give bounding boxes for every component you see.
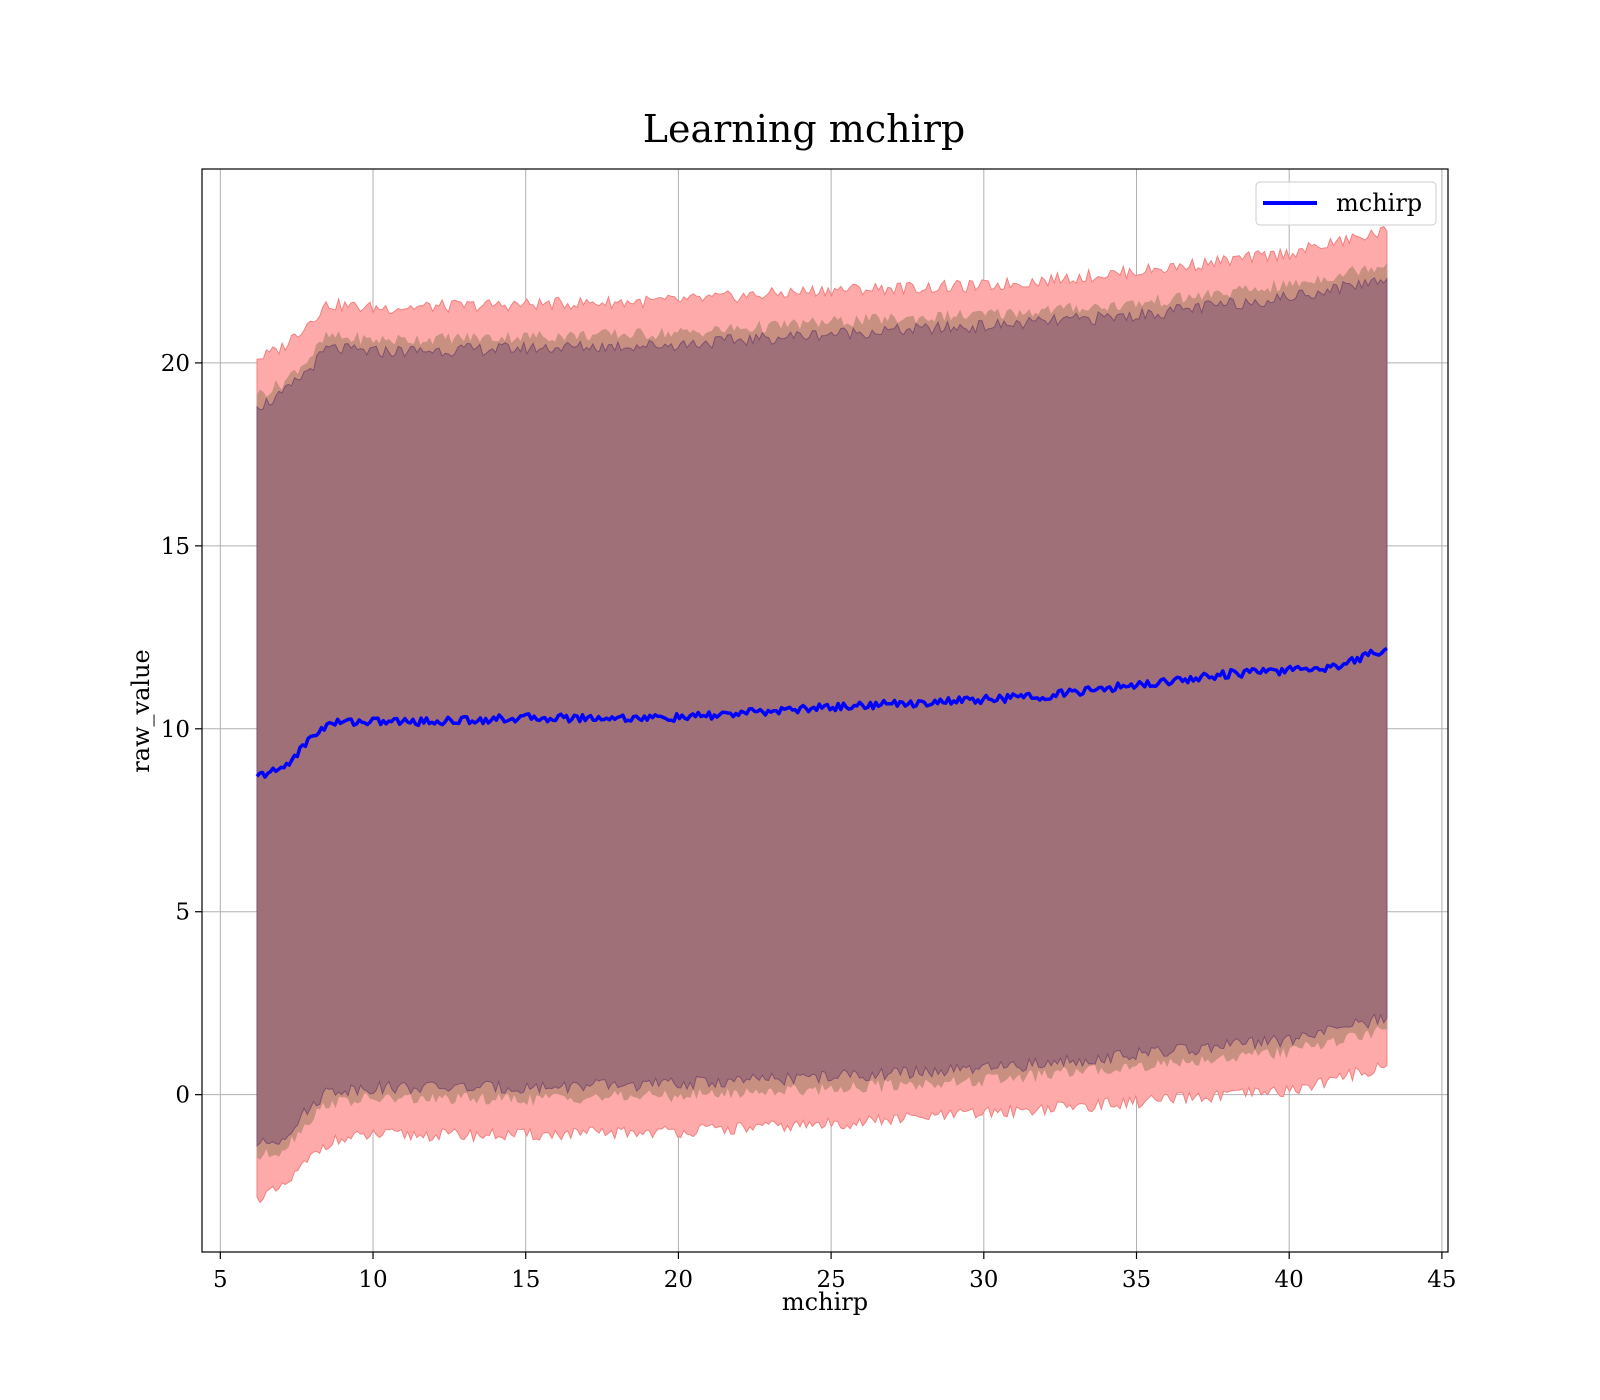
y-tick-label: 10: [161, 717, 190, 743]
y-axis-ticks: 0 5 10 15 20: [161, 351, 202, 1109]
band-inner: [256, 277, 1388, 1148]
y-tick-label: 0: [175, 1083, 190, 1109]
x-tick-label: 15: [511, 1267, 540, 1293]
x-tick-label: 45: [1427, 1267, 1456, 1293]
x-axis-label: mchirp: [782, 1288, 868, 1316]
bands: [256, 225, 1388, 1204]
legend-box: [1255, 181, 1437, 226]
series-lines: [255, 646, 1388, 779]
x-axis-ticks: 5 10 15 20 25 30 35 40 45: [213, 1252, 1457, 1293]
x-tick-label: 10: [358, 1267, 387, 1293]
legend-label: mchirp: [1336, 189, 1422, 217]
x-tick-label: 5: [213, 1267, 228, 1293]
x-tick-label: 30: [969, 1267, 998, 1293]
x-tick-label: 20: [664, 1267, 693, 1293]
x-tick-label: 25: [816, 1267, 845, 1293]
y-tick-label: 5: [175, 900, 190, 926]
y-axis-label: raw_value: [127, 649, 155, 773]
y-tick-label: 20: [161, 351, 190, 377]
plot-frame: [201, 168, 1449, 1253]
series-line-mchirp: [255, 646, 1388, 779]
legend: mchirp: [1255, 181, 1437, 226]
x-tick-label: 35: [1122, 1267, 1151, 1293]
y-tick-label: 15: [161, 534, 190, 560]
x-tick-label: 40: [1275, 1267, 1304, 1293]
chart-title: Learning mchirp: [643, 107, 965, 151]
